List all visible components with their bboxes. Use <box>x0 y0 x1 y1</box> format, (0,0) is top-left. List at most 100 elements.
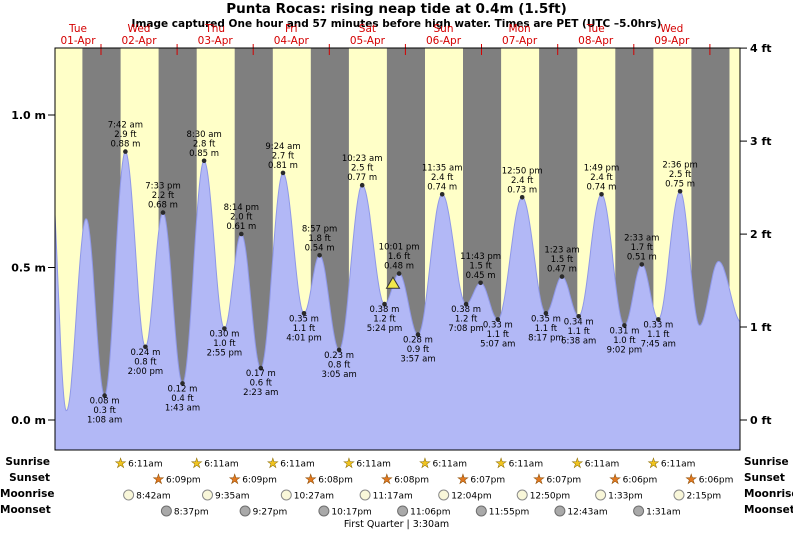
sunset-time: 6:06pm <box>623 476 658 486</box>
moonrise-icon <box>123 489 135 501</box>
day-name-label: Wed <box>128 23 151 35</box>
sunrise-icon: ★ <box>343 457 355 472</box>
sunset-icon: ★ <box>153 473 165 488</box>
day-name-label: Fri <box>285 23 298 35</box>
sunset-time: 6:07pm <box>547 476 582 486</box>
tide-extreme-label: 0.34 m 1.1 ft 6:38 am <box>561 317 596 346</box>
day-name-label: Sat <box>359 23 376 35</box>
sunrise-time: 6:11am <box>585 460 620 470</box>
moonset-time: 11:55pm <box>489 508 529 518</box>
moonset-time: 10:17pm <box>331 508 371 518</box>
tide-extreme-label: 8:14 pm 2.0 ft 0.61 m <box>224 203 259 232</box>
tide-extreme-dot <box>576 314 581 319</box>
tide-extreme-dot <box>439 192 445 197</box>
tide-extreme-label: 11:43 pm 1.5 ft 0.45 m <box>460 252 501 281</box>
day-name-label: Thu <box>204 23 225 35</box>
tide-extreme-dot <box>677 189 683 194</box>
tide-extreme-dot <box>359 182 365 188</box>
sunset-time: 6:08pm <box>318 476 353 486</box>
sunset-time: 6:07pm <box>470 476 505 486</box>
moonset-time: 8:37pm <box>174 508 209 518</box>
moonrise-icon <box>595 489 607 501</box>
day-date-label: 01-Apr <box>60 35 96 47</box>
tide-extreme-label: 8:57 pm 1.8 ft 0.54 m <box>302 224 337 253</box>
tide-extreme-label: 7:33 pm 2.2 ft 0.68 m <box>145 182 180 211</box>
tide-extreme-dot <box>336 347 342 353</box>
day-name-label: Tue <box>586 23 605 35</box>
right-axis-label: 0 ft <box>750 414 772 427</box>
sunset-icon: ★ <box>457 473 469 488</box>
sunrise-time: 6:11am <box>356 460 391 470</box>
y-axes: 0.0 m 0.5 m 1.0 m 0 ft 1 ft 2 ft 3 ft 4 ft <box>11 42 771 427</box>
tide-extreme-label: 0.38 m 1.2 ft 5:24 pm <box>367 305 402 334</box>
tide-extreme-label: 0.31 m 1.0 ft 9:02 pm <box>607 326 642 355</box>
astronomy-rows: ★ 6:11am ★ 6:11am ★ 6:11am ★ 6:11am ★ 6:11am ★ 6:11… <box>115 456 734 518</box>
daylight-band <box>729 48 740 450</box>
sunrise-label-right: Sunrise <box>744 456 789 468</box>
tide-extreme-label: 0.33 m 1.1 ft 7:45 am <box>641 320 676 349</box>
right-axis-label: 2 ft <box>750 228 772 241</box>
moonset-icon <box>397 505 409 517</box>
moonset-label-left: Moonset <box>0 504 51 516</box>
tide-extreme-dot <box>102 393 107 398</box>
moonset-time: 1:31am <box>646 508 681 518</box>
tide-extreme-label: 0.30 m 1.0 ft 2:55 pm <box>207 330 242 359</box>
sunrise-icon: ★ <box>115 457 127 472</box>
day-date-label: 02-Apr <box>121 35 157 47</box>
tide-extreme-label: 0.38 m 1.2 ft 7:08 pm <box>448 305 483 334</box>
sunrise-icon: ★ <box>648 457 660 472</box>
tide-extreme-dot <box>622 323 627 328</box>
moonrise-time: 2:15pm <box>687 492 722 502</box>
moonrise-time: 10:27am <box>294 492 334 502</box>
moonset-label-right: Moonset <box>744 504 793 516</box>
moonset-icon <box>318 505 330 517</box>
sunset-icon: ★ <box>533 473 545 488</box>
sunrise-time: 6:11am <box>661 460 696 470</box>
page-subtitle: Image captured One hour and 57 minutes b… <box>131 18 662 30</box>
tide-extremes: 0.08 m 0.3 ft 1:08 am 7:42 am 2.9 ft 0.88 m 0.… <box>87 121 698 426</box>
tide-extreme-dot <box>463 301 469 307</box>
tide-extreme-dot <box>656 317 661 322</box>
moonrise-time: 12:04pm <box>451 492 491 502</box>
day-date-label: 09-Apr <box>654 35 690 47</box>
moonrise-icon <box>516 489 528 501</box>
sunrise-icon: ★ <box>495 457 507 472</box>
day-date-label: 07-Apr <box>502 35 538 47</box>
day-date-label: 06-Apr <box>426 35 462 47</box>
left-axis-label: 1.0 m <box>11 109 46 122</box>
tide-extreme-label: 2:36 pm 2.5 ft 0.75 m <box>662 160 697 189</box>
tide-extreme-label: 1:49 pm 2.4 ft 0.74 m <box>584 163 619 192</box>
moonrise-icon <box>673 489 685 501</box>
moonrise-time: 8:42am <box>136 492 171 502</box>
tide-extreme-label: 0.08 m 0.3 ft 1:08 am <box>87 397 122 426</box>
tide-extreme-dot <box>258 365 264 371</box>
moonrise-label-right: Moonrise <box>744 488 793 500</box>
moonrise-time: 1:33pm <box>608 492 643 502</box>
tide-extreme-label: 0.28 m 0.9 ft 3:57 am <box>400 336 435 365</box>
tide-extreme-label: 0.33 m 1.1 ft 5:07 am <box>480 320 515 349</box>
right-axis-label: 1 ft <box>750 321 772 334</box>
sunrise-time: 6:11am <box>280 460 315 470</box>
tide-extreme-label: 7:42 am 2.9 ft 0.88 m <box>108 121 143 150</box>
sunrise-time: 6:11am <box>128 460 163 470</box>
day-name-label: Tue <box>68 23 87 35</box>
sunset-time: 6:09pm <box>166 476 201 486</box>
sunrise-icon: ★ <box>419 457 431 472</box>
sunset-icon: ★ <box>685 473 697 488</box>
sunset-time: 6:08pm <box>394 476 429 486</box>
tide-extreme-dot <box>280 170 286 176</box>
left-axis-label: 0.5 m <box>11 262 46 275</box>
tide-extreme-dot <box>559 274 565 279</box>
moonrise-icon <box>202 489 213 501</box>
right-axis-label: 3 ft <box>750 135 772 148</box>
sunrise-icon: ★ <box>571 457 583 472</box>
tide-extreme-label: 0.23 m 0.8 ft 3:05 am <box>321 351 356 380</box>
moonset-icon <box>160 505 172 517</box>
moonset-time: 11:06pm <box>410 508 450 518</box>
moonrise-icon <box>359 489 371 501</box>
tide-extreme-label: 10:23 am 2.5 ft 0.77 m <box>342 154 383 183</box>
tide-extreme-label: 11:35 am 2.4 ft 0.74 m <box>422 163 463 192</box>
day-name-label: Sun <box>434 23 454 35</box>
